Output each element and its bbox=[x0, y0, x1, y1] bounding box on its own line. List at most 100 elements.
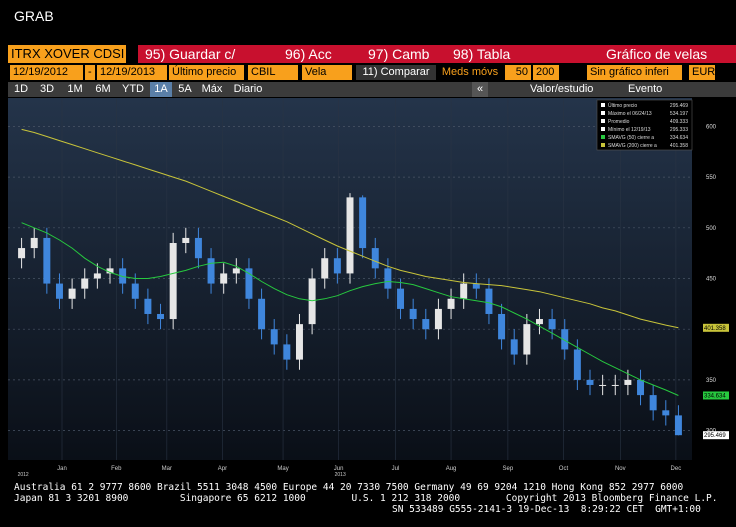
candle-body bbox=[649, 395, 657, 411]
legend-value: 295.469 bbox=[670, 103, 688, 109]
candle-body bbox=[611, 384, 619, 386]
period-button[interactable]: 1D bbox=[13, 83, 29, 95]
y-tick-label: 500 bbox=[706, 226, 717, 232]
x-tick-label: Jun bbox=[334, 466, 344, 472]
candle-body bbox=[119, 268, 127, 284]
footer-line: SN 533489 G555-2141-3 19-Dec-13 8:29:22 … bbox=[392, 504, 701, 515]
legend-value: 334.634 bbox=[670, 135, 688, 141]
x-tick-label: May bbox=[277, 466, 288, 472]
last-value: 334.634 bbox=[704, 393, 726, 399]
legend-label: Máximo el 06/24/13 bbox=[608, 111, 652, 117]
candle-body bbox=[55, 283, 63, 299]
candle-body bbox=[460, 283, 468, 299]
x-tick-label: Mar bbox=[162, 466, 172, 472]
y-tick-label: 450 bbox=[706, 276, 717, 282]
candle-body bbox=[321, 258, 329, 279]
candle-body bbox=[194, 237, 202, 259]
candle-body bbox=[232, 268, 240, 274]
period-button[interactable]: 1M bbox=[67, 83, 83, 95]
candle-body bbox=[573, 349, 581, 380]
candle-body bbox=[510, 339, 518, 355]
candle-body bbox=[637, 379, 645, 396]
candle-body bbox=[498, 313, 506, 340]
candle-body bbox=[245, 268, 253, 299]
candle-body bbox=[561, 329, 569, 350]
period-button[interactable]: 5A bbox=[178, 83, 192, 95]
period-button[interactable]: 3D bbox=[39, 83, 55, 95]
legend-label: Promedio bbox=[608, 119, 630, 125]
legend-label: SMAVG (50) cierre a bbox=[608, 135, 654, 141]
candle-body bbox=[131, 283, 139, 299]
period-button[interactable]: YTD bbox=[122, 83, 144, 95]
footer-line: Japan 81 3 3201 8900 Singapore 65 6212 1… bbox=[14, 493, 718, 504]
legend-marker bbox=[601, 103, 605, 107]
legend-label: Último precio bbox=[608, 102, 637, 109]
candle-body bbox=[447, 298, 455, 309]
legend-value: 295.333 bbox=[670, 127, 688, 133]
currency[interactable]: EUR bbox=[689, 65, 715, 80]
y-tick-label: 550 bbox=[706, 175, 717, 181]
candle-body bbox=[93, 273, 101, 279]
legend-marker bbox=[601, 143, 605, 147]
candle-body bbox=[624, 379, 632, 385]
period-bar bbox=[8, 82, 736, 97]
tab[interactable]: 95) Guardar c/ bbox=[145, 45, 236, 63]
candle-body bbox=[434, 308, 442, 330]
window-title: GRAB bbox=[14, 8, 54, 24]
candle-body bbox=[472, 283, 480, 289]
period-button[interactable]: Máx bbox=[201, 83, 223, 95]
last-value-box bbox=[703, 431, 729, 440]
tab[interactable]: 98) Tabla bbox=[453, 45, 511, 63]
chart: 300350400450500550600JanFebMarAprMayJunJ… bbox=[8, 98, 729, 478]
candle-body bbox=[586, 379, 594, 385]
period-button[interactable]: 6M bbox=[95, 83, 111, 95]
tab[interactable]: 96) Acc bbox=[285, 45, 332, 63]
candle-body bbox=[81, 278, 89, 289]
ma-input[interactable]: 50 bbox=[505, 65, 531, 80]
ma-input[interactable]: 200 bbox=[533, 65, 559, 80]
field[interactable]: Último precio bbox=[169, 65, 244, 80]
candle-body bbox=[182, 237, 190, 244]
x-tick-label: Oct bbox=[559, 466, 569, 472]
legend-marker bbox=[601, 135, 605, 139]
candle-body bbox=[207, 258, 215, 284]
security[interactable]: ITRX XOVER CDSI bbox=[8, 45, 126, 63]
collapse[interactable]: « bbox=[472, 82, 488, 97]
legend-box bbox=[596, 99, 693, 151]
x-tick-label: Jul bbox=[392, 466, 400, 472]
start-date[interactable]: 12/19/2012 bbox=[10, 65, 83, 80]
legend-label: Mínimo el 12/19/13 bbox=[608, 127, 651, 133]
x-tick-label: Nov bbox=[615, 466, 626, 472]
candle-body bbox=[220, 273, 228, 284]
candle-body bbox=[258, 298, 266, 330]
ma-label: Meds móvs bbox=[441, 66, 499, 78]
candle-body bbox=[18, 248, 26, 259]
event-button[interactable]: Evento bbox=[628, 83, 663, 95]
year-label: 2013 bbox=[335, 472, 346, 478]
end-date[interactable]: 12/19/2013 bbox=[97, 65, 167, 80]
moving-average bbox=[21, 128, 679, 329]
candle-body bbox=[409, 308, 417, 320]
candle-body bbox=[548, 319, 556, 330]
candle-body bbox=[535, 319, 543, 325]
lower-chart[interactable]: Sin gráfico inferi bbox=[587, 65, 682, 80]
compare[interactable]: 11) Comparar bbox=[356, 65, 436, 80]
candle-body bbox=[106, 268, 114, 274]
period-button[interactable]: 1A bbox=[150, 82, 172, 97]
y-tick-label: 350 bbox=[706, 378, 717, 384]
x-tick-label: Feb bbox=[111, 466, 122, 472]
candle-body bbox=[283, 344, 291, 360]
period-button[interactable]: Diario bbox=[233, 83, 263, 95]
study-button[interactable]: Valor/estudio bbox=[530, 83, 594, 95]
candle-body bbox=[485, 288, 493, 314]
style[interactable]: Vela bbox=[302, 65, 352, 80]
candle-body bbox=[308, 278, 316, 325]
candle-body bbox=[157, 313, 165, 320]
candle-body bbox=[422, 319, 430, 330]
tab[interactable]: 97) Camb bbox=[368, 45, 430, 63]
legend-value: 534.197 bbox=[670, 111, 688, 117]
candle-body bbox=[270, 329, 278, 345]
legend-marker bbox=[601, 127, 605, 131]
source[interactable]: CBIL bbox=[248, 65, 298, 80]
candle-body bbox=[662, 410, 670, 416]
